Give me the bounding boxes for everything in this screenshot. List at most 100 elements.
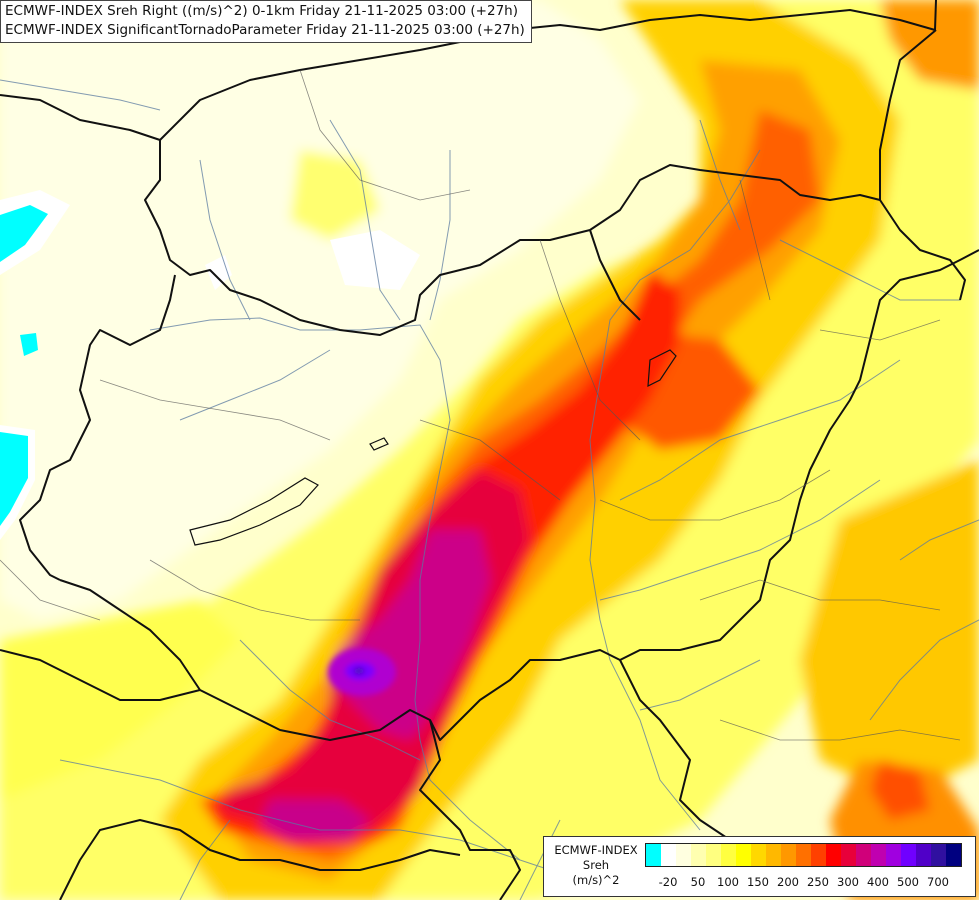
river-maros xyxy=(599,479,881,601)
field-cyan-dot xyxy=(20,333,38,356)
legend-tick-6: 300 xyxy=(837,875,859,889)
lake-balaton xyxy=(189,477,319,546)
legend-swatch-15 xyxy=(871,844,886,866)
lakes xyxy=(189,349,677,546)
field-cyan-nw-core xyxy=(0,205,48,262)
legend-swatch-2 xyxy=(676,844,691,866)
legend-tick-9: 700 xyxy=(927,875,949,889)
legend-heading-line-1: ECMWF-INDEX xyxy=(554,843,638,857)
lake-tisza xyxy=(647,349,677,388)
region-5 xyxy=(699,579,941,611)
river-hron xyxy=(429,150,451,321)
river-koros xyxy=(619,359,901,501)
border-at-hu xyxy=(19,274,176,581)
legend-swatch-6 xyxy=(736,844,751,866)
legend-color-bar xyxy=(645,843,962,867)
legend-swatch-5 xyxy=(721,844,736,866)
legend-swatch-16 xyxy=(886,844,901,866)
legend-swatch-4 xyxy=(706,844,721,866)
field-core xyxy=(328,648,396,696)
regional-borders xyxy=(0,69,961,741)
legend-swatch-11 xyxy=(811,844,826,866)
border-pl-sk xyxy=(159,0,937,141)
legend-swatch-17 xyxy=(901,844,916,866)
legend-swatch-3 xyxy=(691,844,706,866)
field-cyan-west-core xyxy=(0,432,28,526)
legend-swatch-14 xyxy=(856,844,871,866)
region-11 xyxy=(819,319,941,341)
region-1 xyxy=(299,69,471,201)
region-4 xyxy=(599,469,831,521)
border-hr-ba xyxy=(59,819,461,900)
map-title-line-2: ECMWF-INDEX SignificantTornadoParameter … xyxy=(5,22,525,38)
field-redorange-se xyxy=(870,760,930,820)
legend-tick-labels: -20 50 100 150 200 250 300 400 500 700 xyxy=(645,875,967,891)
legend-swatch-1 xyxy=(661,844,676,866)
region-2 xyxy=(539,239,641,441)
border-ba-rs xyxy=(490,849,521,900)
river-olt xyxy=(869,619,979,721)
region-8 xyxy=(719,719,961,741)
lake-velence xyxy=(369,437,389,451)
legend-tick-4: 200 xyxy=(777,875,799,889)
border-hu-hr xyxy=(59,249,979,741)
river-mures-east xyxy=(899,519,979,561)
border-hr-rs xyxy=(419,719,490,851)
legend-swatch-7 xyxy=(751,844,766,866)
border-cz-sk-at xyxy=(0,94,881,336)
river-inn xyxy=(0,79,161,111)
legend-heading: ECMWF-INDEX Sreh (m/s)^2 xyxy=(548,843,644,888)
color-legend: ECMWF-INDEX Sreh (m/s)^2 -20 50 100 150 200 2… xyxy=(543,836,976,897)
region-3 xyxy=(419,419,561,501)
region-6 xyxy=(149,559,360,621)
legend-swatch-0 xyxy=(646,844,661,866)
river-raba xyxy=(179,349,331,421)
legend-swatch-9 xyxy=(781,844,796,866)
legend-swatch-19 xyxy=(931,844,946,866)
river-una xyxy=(179,819,231,900)
field-orange-ne xyxy=(880,0,979,90)
map-title-box: ECMWF-INDEX Sreh Right ((m/s)^2) 0-1km F… xyxy=(0,0,532,43)
legend-tick-2: 100 xyxy=(717,875,739,889)
legend-heading-line-3: (m/s)^2 xyxy=(572,873,620,887)
legend-tick-7: 400 xyxy=(867,875,889,889)
legend-tick-5: 250 xyxy=(807,875,829,889)
legend-swatch-8 xyxy=(766,844,781,866)
legend-swatch-20 xyxy=(946,844,961,866)
border-si-hr xyxy=(0,649,201,701)
legend-tick-1: 50 xyxy=(690,875,706,889)
legend-heading-line-2: Sreh xyxy=(582,858,610,872)
legend-swatch-18 xyxy=(916,844,931,866)
field-yellow-nw-patch xyxy=(290,150,380,240)
field-gold-east xyxy=(800,460,979,800)
river-timis xyxy=(639,659,761,711)
legend-swatch-13 xyxy=(841,844,856,866)
river-morava xyxy=(199,159,251,321)
region-7 xyxy=(99,379,331,441)
river-sava xyxy=(59,759,461,841)
border-sk-hu-east xyxy=(589,229,641,321)
river-szamos xyxy=(779,239,960,301)
field-white-n2 xyxy=(205,255,232,290)
river-vah xyxy=(329,119,401,321)
field-cyan xyxy=(0,190,420,540)
river-drava xyxy=(239,639,421,761)
legend-swatch-10 xyxy=(796,844,811,866)
legend-tick-0: -20 xyxy=(658,875,678,889)
rivers xyxy=(0,79,979,900)
region-9 xyxy=(0,559,101,621)
river-danube xyxy=(149,317,521,861)
river-drina xyxy=(519,819,561,900)
river-tisza xyxy=(589,149,761,831)
legend-swatch-12 xyxy=(826,844,841,866)
river-bodrog xyxy=(699,119,741,231)
region-10 xyxy=(739,179,771,301)
legend-tick-3: 150 xyxy=(747,875,769,889)
map-title-line-1: ECMWF-INDEX Sreh Right ((m/s)^2) 0-1km F… xyxy=(5,3,518,19)
legend-tick-8: 500 xyxy=(897,875,919,889)
field-dark-core xyxy=(354,668,364,674)
